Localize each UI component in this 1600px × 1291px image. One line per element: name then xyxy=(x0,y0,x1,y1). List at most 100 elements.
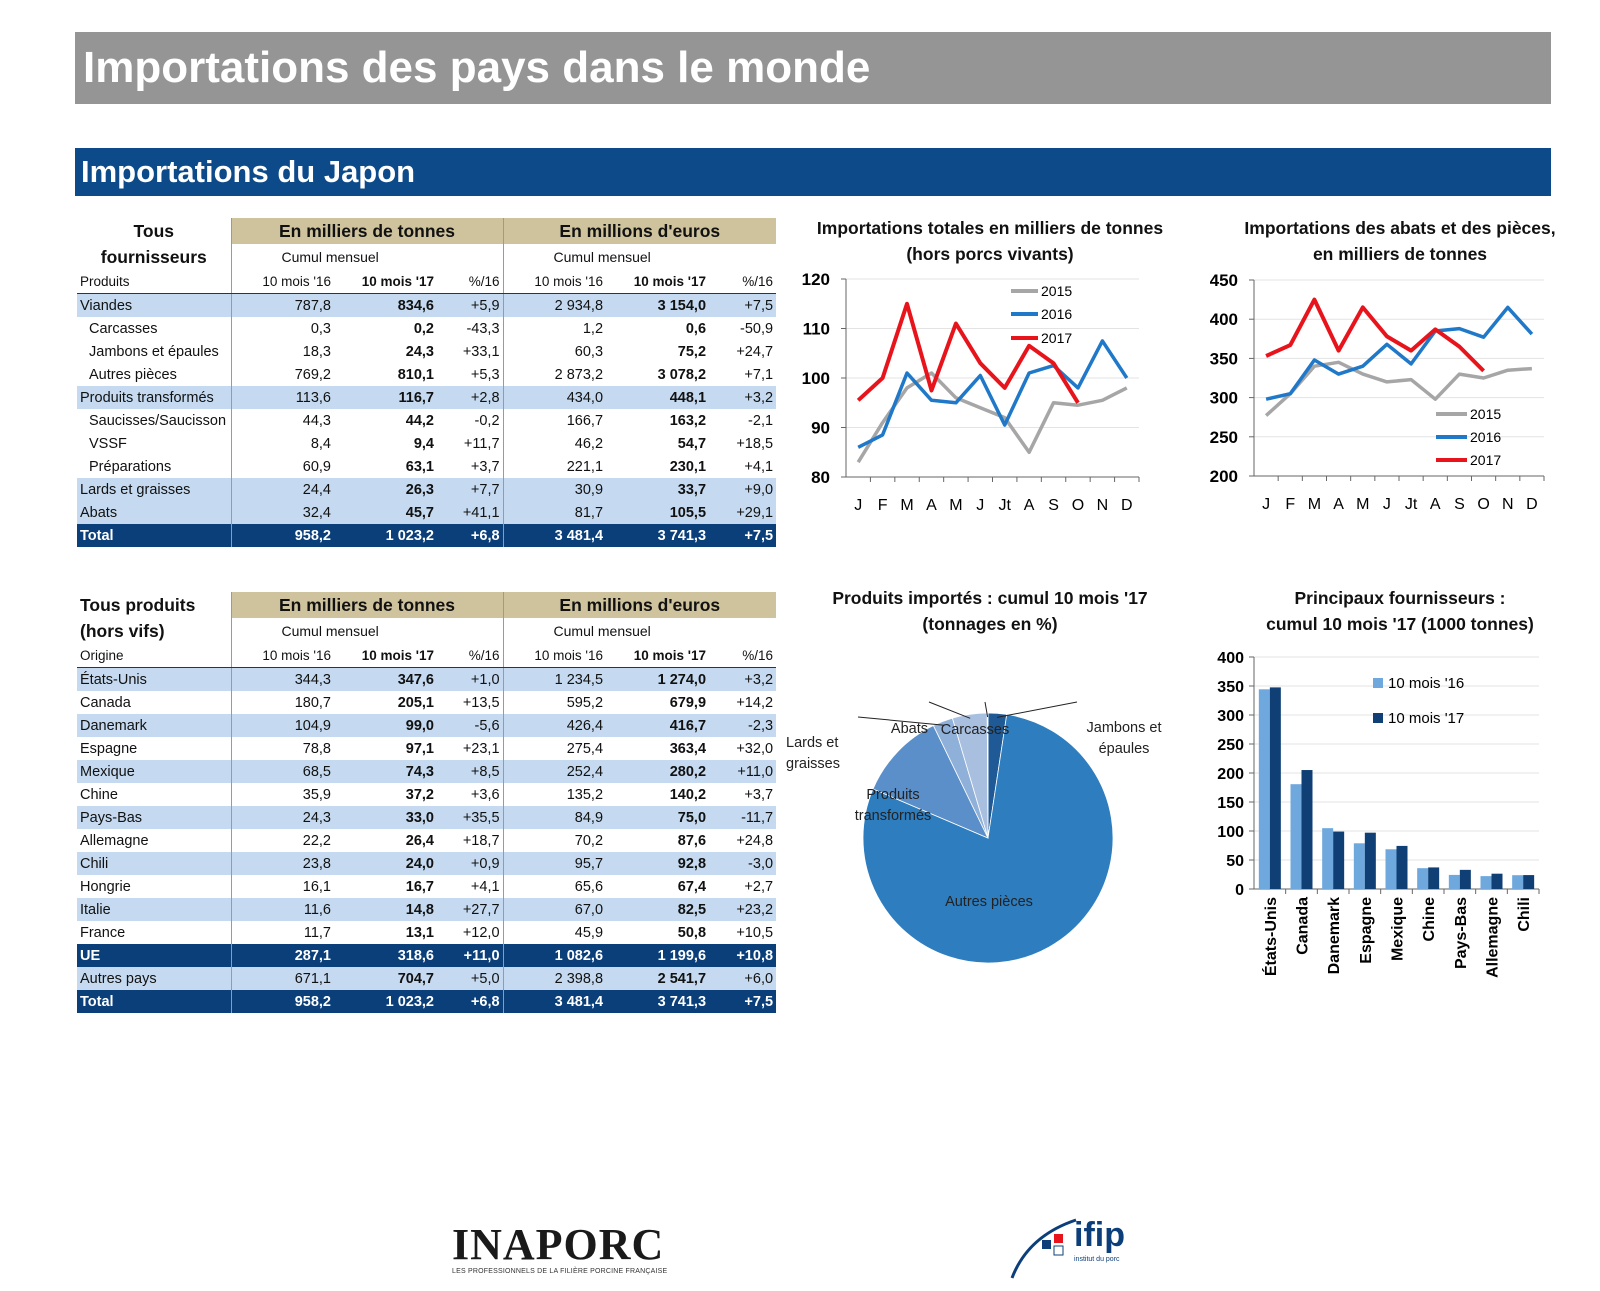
row-label: Canada xyxy=(80,694,131,711)
table-row: Autres pays 671,1 704,7 +5,0 2 398,8 2 541,7 +… xyxy=(77,967,777,990)
bar xyxy=(1333,831,1345,889)
cell: +8,5 xyxy=(437,760,504,783)
row-label: Total xyxy=(77,990,231,1013)
column-header: 10 mois '17 xyxy=(606,270,710,294)
cell: +9,0 xyxy=(709,478,777,501)
cell: +13,5 xyxy=(462,694,500,711)
x-tick-label: Allemagne xyxy=(1485,897,1502,978)
bar xyxy=(1396,845,1408,889)
cell: +3,6 xyxy=(470,786,500,803)
cell: +4,1 xyxy=(470,878,500,895)
cell: +5,9 xyxy=(437,293,504,317)
cell: 16,7 xyxy=(405,878,434,895)
cell: 33,7 xyxy=(606,478,710,501)
logo-square xyxy=(1042,1240,1051,1249)
cell: +18,5 xyxy=(736,435,774,452)
cell: +11,0 xyxy=(437,944,504,967)
corner-label: Tous fournisseurs xyxy=(100,221,207,267)
column-header: 10 mois '16 xyxy=(230,270,334,294)
row-label: Viandes xyxy=(77,293,231,317)
pie-label: Abats xyxy=(890,721,928,737)
cell: 32,4 xyxy=(230,501,334,524)
cell: +27,7 xyxy=(437,898,504,921)
bar xyxy=(1512,875,1524,889)
table-row: Abats 32,4 45,7 +41,1 81,7 105,5 +29,1 xyxy=(77,501,777,524)
x-tick-label: F xyxy=(1285,496,1295,513)
cell: +7,7 xyxy=(437,478,504,501)
logo-inaporc: INAPORC LES PROFESSIONNELS DE LA FILIÈRE… xyxy=(452,1222,667,1276)
x-tick-label: O xyxy=(1072,497,1084,514)
table-row: UE 287,1 318,6 +11,0 1 082,6 1 199,6 +10,8 xyxy=(77,944,777,967)
cell: +23,2 xyxy=(709,898,777,921)
row-label: Saucisses/Saucisson xyxy=(89,412,227,429)
column-header-row: Origine 10 mois '16 10 mois '17 %/16 10 mois… xyxy=(77,644,777,668)
cell: +29,1 xyxy=(709,501,777,524)
series-line xyxy=(1265,297,1486,373)
x-tick-label: M xyxy=(900,497,913,514)
logo-text: ifip xyxy=(1074,1216,1125,1254)
cell: 67,0 xyxy=(502,898,607,921)
y-tick-label: 100 xyxy=(1217,824,1244,841)
group-header: En milliers de tonnes xyxy=(230,218,504,244)
series-line xyxy=(1264,360,1533,417)
cell: 84,9 xyxy=(502,806,607,829)
x-tick-label: F xyxy=(878,497,888,514)
column-header: 10 mois '16 xyxy=(502,270,607,294)
subgroup-row: Cumul mensuel Cumul mensuel xyxy=(77,244,777,270)
table-row: Chili 23,8 24,0 +0,9 95,7 92,8 -3,0 xyxy=(77,852,777,875)
cell: 166,7 xyxy=(502,409,607,432)
cell: 958,2 xyxy=(230,990,334,1013)
cell: 44,3 xyxy=(230,409,334,432)
x-tick-label: N xyxy=(1502,496,1514,513)
y-tick-label: 250 xyxy=(1217,737,1244,754)
cell: -0,2 xyxy=(474,412,500,429)
pie-label: Lards et graisses xyxy=(786,735,840,772)
legend-swatch xyxy=(1373,678,1383,688)
table-row: Pays-Bas 24,3 33,0 +35,5 84,9 75,0 -11,7 xyxy=(77,806,777,829)
table-row: Italie 11,6 14,8 +27,7 67,0 82,5 +23,2 xyxy=(77,898,777,921)
cell: 105,5 xyxy=(606,501,710,524)
subgroup-row: Cumul mensuel Cumul mensuel xyxy=(77,618,777,644)
table-row: Autres pièces 769,2 810,1 +5,3 2 873,2 3 078,… xyxy=(77,363,776,386)
bar xyxy=(1364,832,1376,889)
cell: 78,8 xyxy=(230,737,334,760)
cell: +35,5 xyxy=(437,806,504,829)
cell: 30,9 xyxy=(502,478,607,501)
table-row: Viandes 787,8 834,6 +5,9 2 934,8 3 154,0 +7,5 xyxy=(77,293,777,317)
cell: +18,7 xyxy=(462,832,500,849)
row-label: Espagne xyxy=(80,740,138,757)
subgroup-header: Cumul mensuel xyxy=(502,244,777,270)
cell: +6,8 xyxy=(437,990,504,1013)
series-line xyxy=(1265,305,1534,401)
cell: 2 873,2 xyxy=(502,363,607,386)
row-label: Pays-Bas xyxy=(77,806,231,829)
column-header: %/16 xyxy=(437,270,504,294)
cell: +10,5 xyxy=(736,924,774,941)
chart-total: Importations totales en milliers de tonn… xyxy=(800,215,1180,527)
cell: -3,0 xyxy=(709,852,777,875)
cell: 26,3 xyxy=(334,478,437,501)
pie-label: Produits transformés xyxy=(854,787,932,824)
cell: +6,0 xyxy=(709,967,777,990)
cell: 74,3 xyxy=(334,760,437,783)
cell: 679,9 xyxy=(669,694,707,711)
bar xyxy=(1301,770,1313,889)
cell: +1,0 xyxy=(437,667,504,691)
legend-label: 2015 xyxy=(1470,406,1501,422)
table-row: Mexique 68,5 74,3 +8,5 252,4 280,2 +11,0 xyxy=(77,760,777,783)
x-tick-label: J xyxy=(976,497,984,514)
table-row: Lards et graisses 24,4 26,3 +7,7 30,9 33,7 +9,… xyxy=(77,478,777,501)
cell: +5,3 xyxy=(470,366,500,383)
cell: 958,2 xyxy=(230,524,334,547)
bar xyxy=(1322,828,1334,889)
table-row: Canada 180,7 205,1 +13,5 595,2 679,9 +14,2 xyxy=(77,691,776,714)
y-tick-label: 350 xyxy=(1217,679,1244,696)
x-tick-label: A xyxy=(926,497,937,514)
x-tick-label: Jt xyxy=(998,497,1011,514)
cell: 448,1 xyxy=(606,386,710,409)
cell: 0,3 xyxy=(230,317,334,340)
row-label: Allemagne xyxy=(80,832,149,849)
cell: 8,4 xyxy=(230,432,334,455)
legend-label: 10 mois '16 xyxy=(1388,675,1464,692)
cell: 0,2 xyxy=(413,320,434,337)
